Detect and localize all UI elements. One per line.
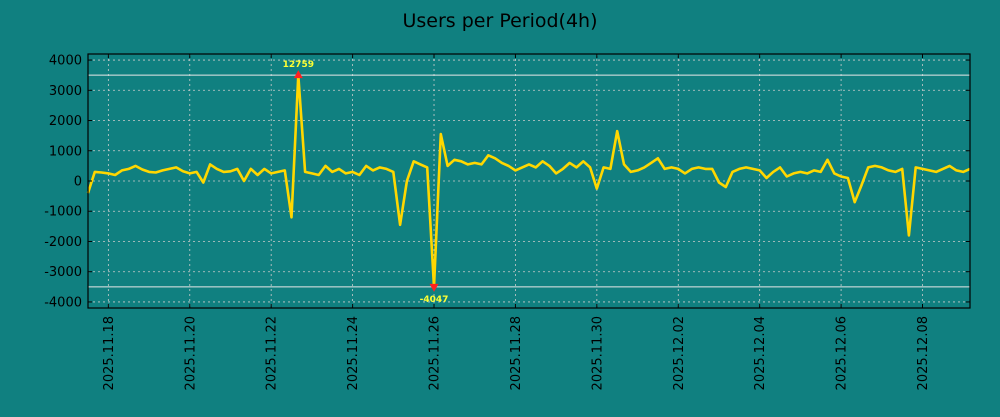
- annotation-label: -4047: [420, 295, 449, 305]
- x-tick-label: 2025.11.22: [265, 316, 280, 390]
- x-tick-label: 2025.11.28: [509, 316, 524, 390]
- annotation-marker: [429, 283, 439, 292]
- x-tick-label: 2025.11.26: [428, 316, 443, 390]
- y-tick-label: -4000: [44, 295, 82, 310]
- y-tick-label: 1000: [49, 144, 82, 159]
- y-tick-label: 0: [74, 175, 82, 190]
- series-line: [86, 73, 971, 289]
- x-tick-label: 2025.12.06: [835, 316, 850, 390]
- y-tick-label: -2000: [44, 235, 82, 250]
- annotation-layer: 12759 -4047: [283, 60, 449, 305]
- x-tick-label: 2025.11.24: [346, 316, 361, 390]
- x-tick-label: 2025.11.18: [102, 316, 117, 390]
- x-tick-label: 2025.12.08: [916, 316, 931, 390]
- x-tick-label: 2025.11.30: [590, 316, 605, 390]
- threshold-lines: [88, 74, 970, 288]
- chart-title: Users per Period(4h): [402, 10, 598, 32]
- y-tick-label: -3000: [44, 265, 82, 280]
- x-tick-label: 2025.12.04: [753, 316, 768, 390]
- y-axis: 4000 3000 2000 1000 0 -1000 -2000 -3000 -4000: [44, 54, 970, 310]
- series-layer: [86, 73, 971, 289]
- y-tick-label: 4000: [49, 54, 82, 69]
- x-axis: 2025.11.18 2025.11.20 2025.11.22 2025.11.24…: [102, 54, 931, 390]
- annotation-label: 12759: [283, 60, 314, 70]
- grid-layer: [88, 54, 970, 308]
- y-tick-label: -1000: [44, 205, 82, 220]
- y-tick-label: 3000: [49, 84, 82, 99]
- y-tick-label: 2000: [49, 114, 82, 129]
- x-tick-label: 2025.12.02: [672, 316, 687, 390]
- annotation-marker: [293, 70, 303, 79]
- x-tick-label: 2025.11.20: [183, 316, 198, 390]
